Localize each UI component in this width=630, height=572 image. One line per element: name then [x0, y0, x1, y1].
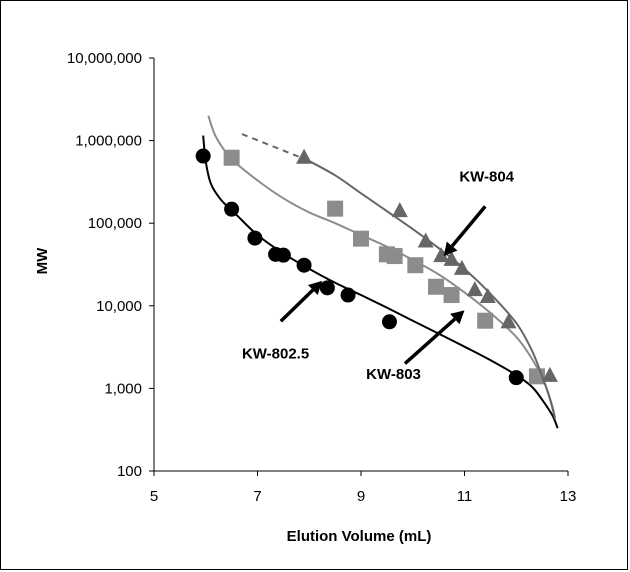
annotation-label: KW-803: [366, 366, 421, 383]
y-tick-label: 10,000,000: [67, 50, 142, 67]
axis-titles: Elution Volume (mL) MW: [34, 247, 431, 545]
y-tick-label: 100,000: [88, 215, 142, 232]
tick-labels: 5 7 9 11 13 100 1,000 10,000 100,000 1,000,000 10,…: [67, 50, 576, 505]
data-point-square: [443, 287, 460, 304]
annotation-arrow-shaft: [450, 205, 487, 248]
data-point-triangle: [417, 232, 434, 248]
axes: [149, 57, 569, 476]
y-tick-label: 1,000,000: [75, 133, 142, 150]
data-point-triangle: [443, 250, 460, 266]
data-point-triangle: [391, 202, 408, 218]
y-tick-label: 100: [117, 463, 142, 480]
data-point-square: [386, 248, 403, 265]
data-point-circle: [247, 230, 263, 246]
annotation-arrow-head: [443, 241, 458, 257]
data-point-circle: [224, 201, 240, 217]
data-point-triangle: [479, 287, 496, 303]
y-tick-label: 1,000: [104, 380, 142, 397]
series-1: [195, 135, 559, 429]
data-point-square: [353, 230, 369, 247]
data-point-triangle: [296, 148, 313, 164]
series-3: [241, 133, 558, 419]
data-point-triangle: [541, 366, 558, 382]
series-layer: [195, 115, 559, 429]
annotations: KW-802.5 KW-803 KW-804: [242, 168, 515, 383]
series-2: [207, 115, 557, 419]
annotation-label: KW-804: [459, 168, 514, 185]
x-tick-label: 11: [457, 488, 473, 505]
data-point-circle: [381, 314, 397, 330]
data-point-circle: [319, 280, 335, 296]
y-axis-title: MW: [34, 247, 51, 274]
annotation-arrow-head: [307, 280, 323, 296]
data-point-triangle: [466, 281, 483, 297]
data-point-circle: [508, 370, 524, 386]
annotation-3: KW-804: [443, 168, 515, 257]
data-point-triangle: [500, 313, 517, 329]
x-axis-title: Elution Volume (mL): [287, 528, 432, 545]
x-tick-label: 7: [253, 488, 261, 505]
series-1-fit-line: [202, 135, 559, 429]
data-point-circle: [340, 287, 356, 303]
data-point-square: [327, 200, 344, 217]
data-point-square: [477, 312, 494, 329]
annotation-arrow-head: [450, 310, 465, 325]
x-tick-label: 5: [150, 488, 158, 505]
data-point-triangle: [433, 247, 450, 263]
data-point-square: [428, 278, 445, 295]
annotation-2: KW-803: [366, 310, 465, 383]
annotation-label: KW-802.5: [242, 346, 309, 363]
x-tick-label: 9: [357, 488, 365, 505]
y-tick-label: 10,000: [96, 298, 142, 315]
series-3-extrapolation-line: [241, 133, 302, 159]
annotation-arrow-shaft: [403, 317, 456, 365]
data-point-triangle: [453, 259, 470, 275]
x-tick-label: 13: [560, 488, 577, 505]
data-point-square: [407, 257, 424, 274]
data-point-square: [223, 149, 240, 166]
data-point-circle: [296, 257, 312, 273]
annotation-arrow-shaft: [279, 288, 315, 323]
data-point-circle: [195, 148, 211, 164]
annotation-1: KW-802.5: [242, 280, 323, 363]
data-point-circle: [275, 247, 291, 263]
